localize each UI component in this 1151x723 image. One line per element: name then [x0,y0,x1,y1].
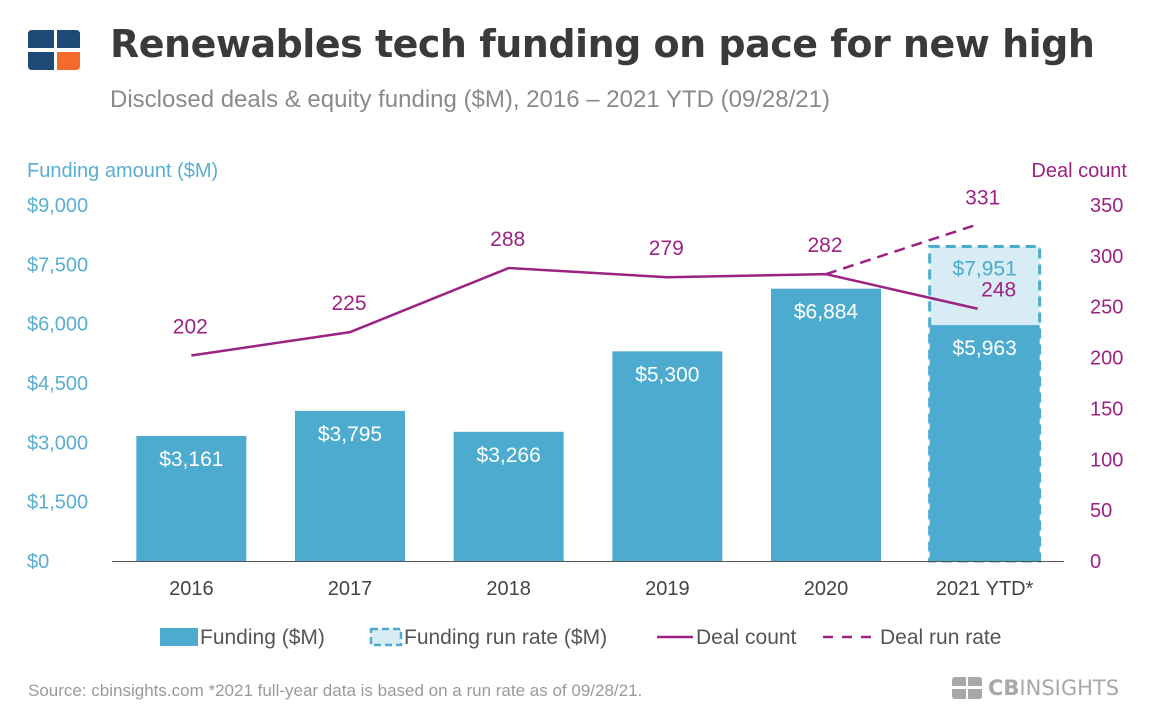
y-left-tick-label: $9,000 [27,195,88,217]
funding-data-label: $6,884 [794,301,859,324]
x-tick-label: 2017 [328,578,373,600]
y-right-axis-title: Deal count [1031,160,1127,182]
funding-bar [929,325,1040,561]
funding-bar [612,351,723,561]
brand-logo: CBINSIGHTS [952,676,1119,700]
deal-count-data-label: 288 [490,228,525,251]
run-rate-data-label: $7,951 [953,257,1017,280]
y-left-tick-label: $7,500 [27,254,88,276]
funding-data-label: $3,161 [159,448,223,471]
legend-deal-count-label: Deal count [696,626,797,649]
y-left-axis-title: Funding amount ($M) [27,160,218,182]
x-tick-label: 2016 [169,578,214,600]
deal-run-rate-data-label: 331 [965,186,1000,209]
brand-name: INSIGHTS [1019,676,1120,700]
deal-count-data-label: 279 [649,237,684,260]
funding-data-label: $3,266 [477,444,541,467]
deal-count-data-label: 225 [331,292,366,315]
brand-cb: CB [988,676,1020,700]
funding-bar [453,431,564,561]
y-left-tick-label: $6,000 [27,314,88,336]
y-right-tick-label: 200 [1090,348,1123,370]
legend-funding-swatch [160,628,198,646]
cb-brand-icon [952,677,982,699]
funding-data-label: $3,795 [318,423,382,446]
y-right-tick-label: 250 [1090,297,1123,319]
cb-logo-icon [28,30,80,70]
y-left-tick-label: $1,500 [27,492,88,514]
chart-subtitle: Disclosed deals & equity funding ($M), 2… [110,86,830,113]
x-tick-label: 2021 YTD* [936,578,1034,600]
funding-bar [771,288,881,561]
x-tick-label: 2020 [804,578,849,600]
y-right-tick-label: 150 [1090,398,1123,420]
legend-funding-label: Funding ($M) [200,626,325,649]
y-right-tick-label: 350 [1090,195,1123,217]
y-right-tick-label: 0 [1090,551,1101,573]
legend-deal-run-rate-label: Deal run rate [880,626,1001,649]
y-left-tick-label: $3,000 [27,432,88,454]
funding-data-label: $5,300 [635,363,699,386]
y-left-tick-label: $0 [27,551,49,573]
legend-run-rate-label: Funding run rate ($M) [404,626,607,649]
funding-bar [295,410,405,561]
deal-count-line [191,266,978,357]
x-tick-label: 2019 [645,578,690,600]
funding-bar [136,435,247,561]
y-right-tick-label: 100 [1090,449,1123,471]
legend-run-rate-swatch [369,627,403,647]
x-tick-label: 2018 [486,578,531,600]
y-right-tick-label: 50 [1090,500,1112,522]
y-right-tick-label: 300 [1090,246,1123,268]
source-note: Source: cbinsights.com *2021 full-year d… [28,681,643,700]
deal-count-data-label: 282 [807,234,842,257]
chart-title: Renewables tech funding on pace for new … [110,22,1095,66]
deal-count-data-label: 248 [981,279,1016,302]
y-left-tick-label: $4,500 [27,373,88,395]
funding-data-label: $5,963 [953,337,1017,360]
deal-run-rate-line [825,223,979,276]
deal-count-data-label: 202 [173,316,208,339]
